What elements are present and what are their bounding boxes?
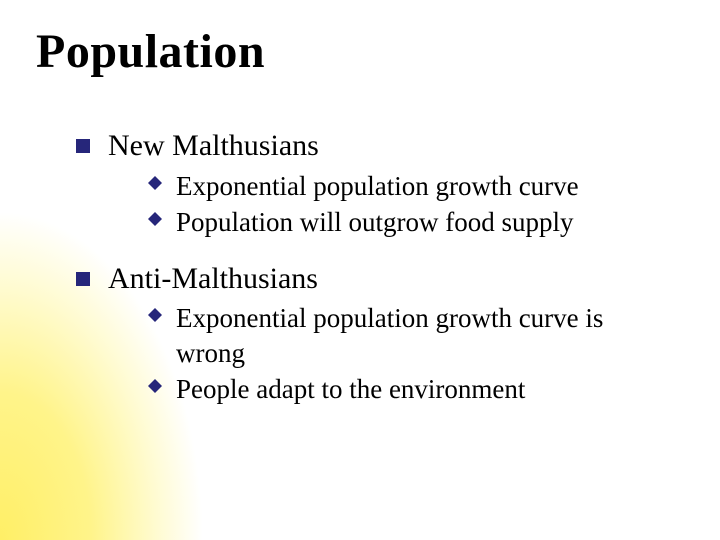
diamond-bullet-icon (148, 379, 162, 393)
diamond-bullet-icon (148, 212, 162, 226)
diamond-bullet-icon (148, 176, 162, 190)
list-item-label: Anti-Malthusians (108, 260, 318, 298)
list-item: People adapt to the environment (148, 372, 684, 407)
list-item-label: People adapt to the environment (176, 372, 525, 407)
list-item: Exponential population growth curve is w… (148, 301, 684, 370)
list-item: Exponential population growth curve (148, 169, 684, 204)
sublist: Exponential population growth curve is w… (148, 301, 684, 407)
square-bullet-icon (76, 272, 90, 286)
list-item: New Malthusians (76, 127, 684, 165)
outline: New Malthusians Exponential population g… (76, 127, 684, 407)
sublist: Exponential population growth curve Popu… (148, 169, 684, 240)
list-item-label: Exponential population growth curve (176, 169, 579, 204)
list-item-label: Exponential population growth curve is w… (176, 301, 656, 370)
list-item-label: Population will outgrow food supply (176, 205, 574, 240)
slide: Population New Malthusians Exponential p… (0, 0, 720, 540)
diamond-bullet-icon (148, 308, 162, 322)
square-bullet-icon (76, 139, 90, 153)
slide-title: Population (36, 24, 684, 79)
list-item: Anti-Malthusians (76, 260, 684, 298)
list-item: Population will outgrow food supply (148, 205, 684, 240)
list-item-label: New Malthusians (108, 127, 319, 165)
